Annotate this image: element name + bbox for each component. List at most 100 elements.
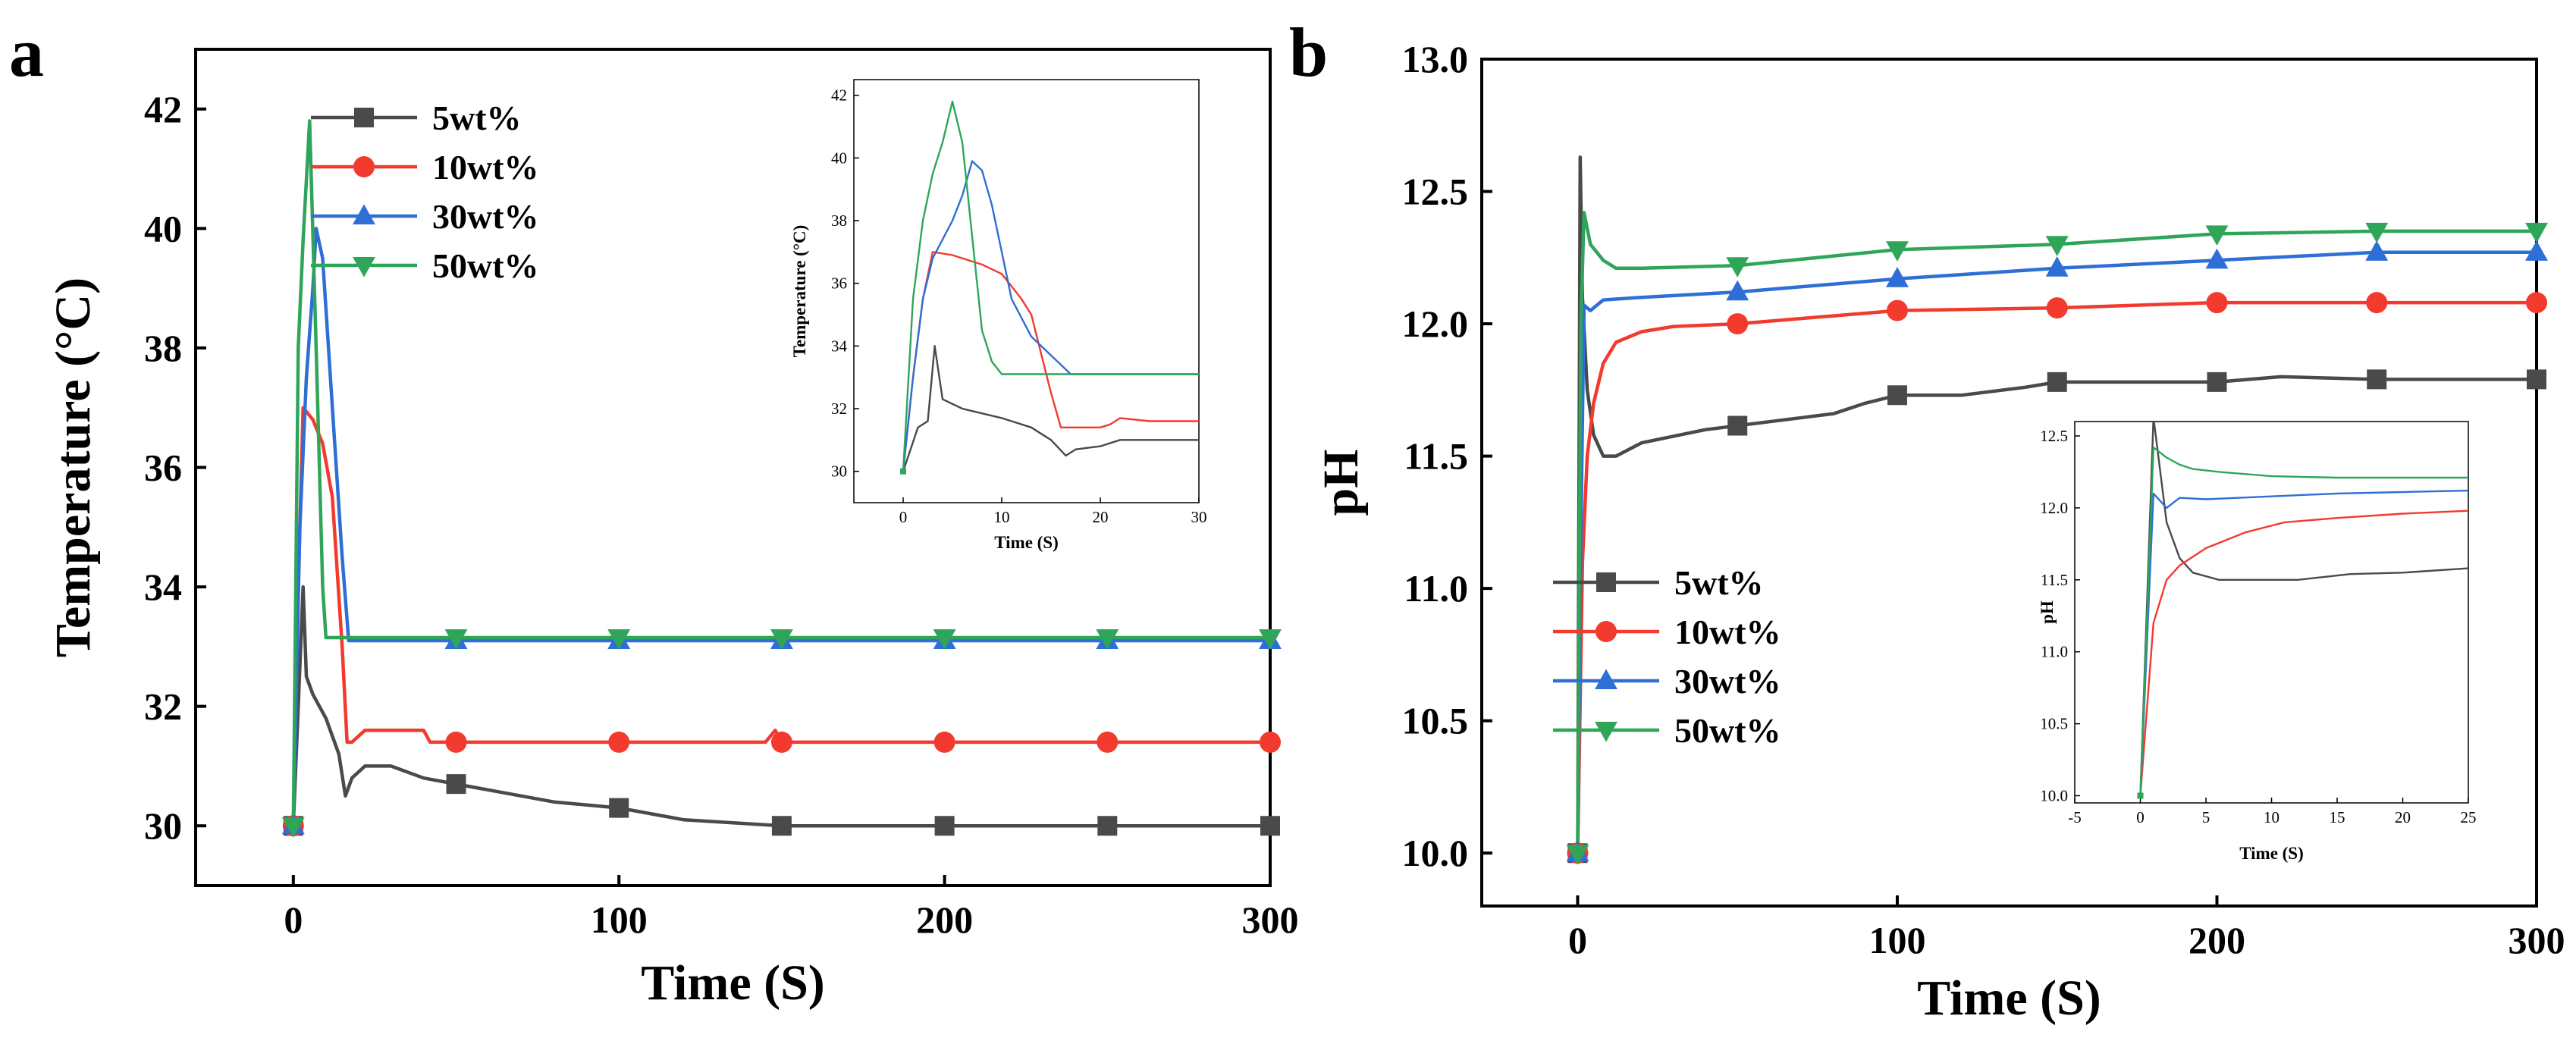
y-axis-label: Temperature (°C) [790,225,809,358]
data-point-50wt% [1259,629,1282,650]
chart-a-inset: 0 10 20 30 30 32 34 36 38 40 42 Time (S) Temperature… [790,79,1207,552]
data-point-30wt% [2365,240,2389,261]
x-tick-label: 20 [1093,508,1109,526]
data-point-10wt% [1260,731,1281,753]
y-tick-label: 12.0 [2040,499,2068,517]
x-axis-label: Time (S) [1917,970,2101,1026]
x-tick-label: 10 [994,508,1010,526]
y-tick-label: 12.5 [1402,171,1469,213]
data-point-50wt% [2205,225,2229,246]
legend-label-50wt%: 50wt% [432,246,539,285]
x-axis-label: Time (S) [2239,844,2304,863]
series-line-5wt% [291,585,1270,828]
x-tick-label: -5 [2068,808,2082,826]
y-tick-label: 40 [144,207,182,249]
data-point-10wt% [2526,292,2547,314]
y-tick-label: 30 [831,462,847,481]
data-point-30wt% [1726,280,1749,301]
series-line-10wt% [1576,300,2537,854]
data-point-10wt% [1097,731,1119,753]
y-tick-label: 38 [831,212,847,230]
legend-label-50wt%: 50wt% [1674,711,1781,750]
series-line-10wt% [2139,509,2468,796]
data-point-10wt% [1727,313,1749,335]
legend-marker-5wt% [1596,572,1616,592]
series-line-30wt% [291,227,1270,826]
x-tick-label: 100 [1868,919,1925,961]
legend-marker-30wt% [353,204,375,225]
y-tick-label: 38 [144,327,182,369]
legend-label-5wt%: 5wt% [1674,563,1764,602]
data-point-5wt% [771,816,792,836]
y-tick-label: 12.0 [1402,303,1469,345]
x-tick-label: 10 [2264,808,2279,826]
series-line-30wt% [2139,489,2468,796]
origin-point [900,468,906,475]
data-point-50wt% [281,817,305,838]
data-point-10wt% [445,731,467,753]
data-point-10wt% [770,731,792,753]
x-axis-label: Time (S) [641,955,825,1011]
x-tick-label: 0 [899,508,908,526]
x-tick-label: 0 [284,898,303,941]
x-tick-label: 25 [2461,808,2477,826]
y-tick-label: 10.5 [1402,700,1469,742]
y-tick-label: 32 [831,400,847,418]
data-point-5wt% [609,798,629,818]
series-line-50wt% [902,100,1199,472]
data-point-50wt% [2365,222,2389,243]
x-tick-label: 300 [2509,919,2565,961]
legend-marker-5wt% [354,108,374,127]
data-point-50wt% [444,629,468,650]
y-tick-label: 34 [831,337,848,355]
data-point-30wt% [2525,240,2548,261]
data-point-5wt% [934,816,955,836]
legend-marker-10wt% [353,156,375,177]
x-tick-label: 5 [2202,808,2210,826]
data-point-30wt% [2045,256,2069,277]
panel-label-a: a [9,14,44,91]
x-tick-label: 100 [591,898,648,941]
data-point-10wt% [2046,297,2068,319]
y-tick-label: 10.0 [2040,787,2068,805]
x-tick-label: 0 [2136,808,2145,826]
legend-label-5wt%: 5wt% [432,99,522,137]
data-point-30wt% [2205,248,2229,269]
data-point-5wt% [2047,372,2067,392]
y-tick-label: 36 [144,447,182,489]
y-tick-label: 36 [831,274,847,293]
data-point-5wt% [2367,369,2387,390]
data-point-50wt% [1726,257,1749,277]
data-point-5wt% [1727,415,1748,436]
legend-label-10wt%: 10wt% [432,148,539,187]
y-tick-label: 30 [144,804,182,847]
y-tick-label: 11.5 [1404,435,1468,478]
data-point-10wt% [2206,292,2228,314]
chart-b-inset: -5 0 5 10 15 20 25 10.0 10.5 11.0 11.5 12.0 12.5 Time… [2038,421,2477,863]
origin-point [2137,792,2144,799]
data-point-50wt% [2045,236,2069,256]
series-line-30wt% [1576,250,2537,854]
y-tick-label: 32 [144,685,182,728]
y-tick-label: 12.5 [2040,427,2068,445]
data-point-50wt% [1096,629,1119,650]
y-tick-label: 11.0 [2041,643,2068,661]
legend-label-30wt%: 30wt% [1674,662,1781,701]
plot-frame [853,79,1200,503]
y-tick-label: 40 [831,149,847,167]
y-axis-label: pH [1313,449,1369,516]
x-tick-label: 200 [2189,919,2245,961]
data-point-5wt% [446,774,466,795]
data-point-5wt% [1097,816,1118,836]
series-line-5wt% [2139,422,2468,796]
data-point-10wt% [608,731,630,753]
x-tick-label: 200 [916,898,973,941]
x-tick-label: 30 [1191,508,1207,526]
x-tick-label: 0 [1568,919,1587,961]
y-tick-label: 42 [831,86,847,105]
data-point-50wt% [2525,222,2548,243]
legend-label-10wt%: 10wt% [1674,613,1781,651]
y-tick-label: 10.0 [1402,832,1469,874]
panel-label-b: b [1289,14,1328,91]
